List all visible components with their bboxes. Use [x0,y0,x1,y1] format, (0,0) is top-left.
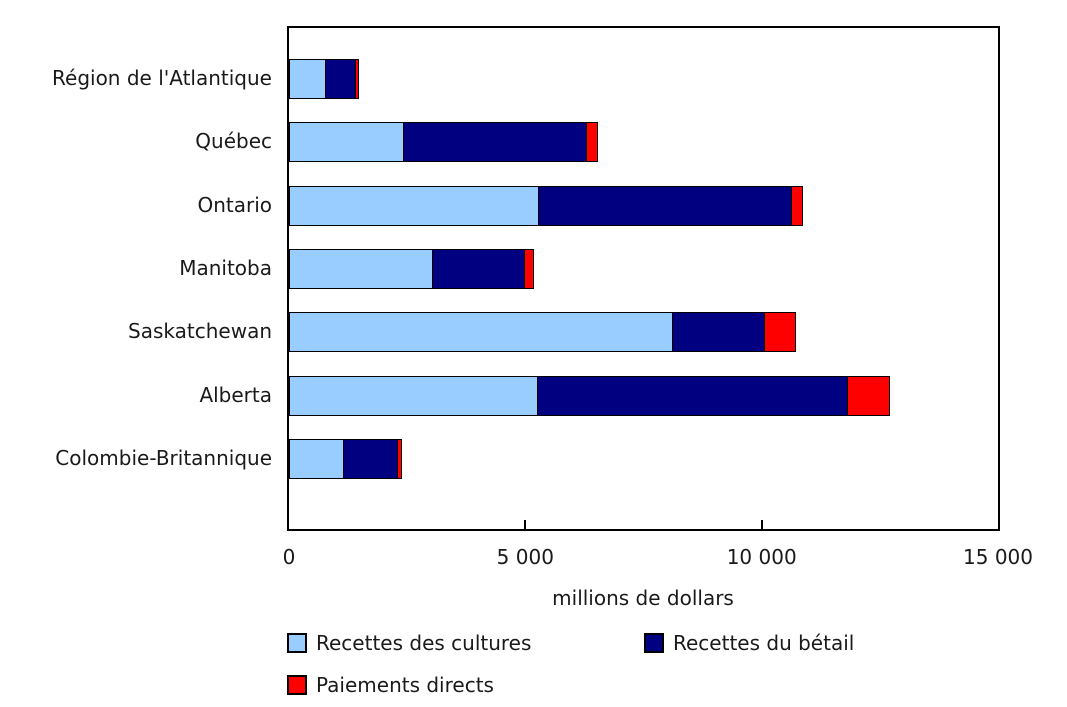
bar-manitoba [289,249,535,289]
bar-segment-recettes-des-cultures [290,440,344,478]
bar-segment-recettes-des-cultures [290,250,432,288]
legend-item-recettes-des-cultures: Recettes des cultures [287,631,531,655]
bar-segment-paiements-directs [523,250,534,288]
bar-quebec [289,122,598,162]
legend-item-recettes-du-betail: Recettes du bétail [644,631,854,655]
x-tick-label-10-000: 10 000 [726,545,797,569]
y-axis-label-ontario: Ontario [197,193,272,217]
bar-segment-recettes-des-cultures [290,187,538,225]
legend-swatch-recettes-des-cultures [287,633,307,653]
x-tick-mark [524,520,527,529]
x-tick-label-15-000: 15 000 [963,545,1033,569]
bar-segment-recettes-du-betail [537,377,848,415]
plot-area [287,26,1000,531]
bar-segment-recettes-du-betail [324,60,355,98]
bar-segment-paiements-directs [847,377,890,415]
y-axis-label-saskatchewan: Saskatchewan [128,319,272,343]
y-axis-label-alberta: Alberta [199,383,272,407]
bar-alberta [289,376,891,416]
bar-segment-recettes-du-betail [671,313,765,351]
bar-segment-recettes-des-cultures [290,313,672,351]
bar-segment-paiements-directs [790,187,803,225]
bar-colombie-britannique [289,439,402,479]
x-tick-label-0: 0 [282,545,296,569]
bar-segment-recettes-des-cultures [290,377,538,415]
bar-segment-paiements-directs [354,60,358,98]
legend-swatch-paiements-directs [287,675,307,695]
y-axis-label-colombie-britannique: Colombie-Britannique [55,446,272,470]
bar-segment-recettes-du-betail [537,187,791,225]
bar-region-de-l-atlantique [289,59,359,99]
x-tick-label-5-000: 5 000 [496,545,554,569]
bar-segment-recettes-du-betail [431,250,524,288]
y-axis-label-region-de-l-atlantique: Région de l'Atlantique [52,66,272,90]
y-axis-label-manitoba: Manitoba [179,256,272,280]
bar-segment-recettes-des-cultures [290,123,404,161]
legend-label-recettes-des-cultures: Recettes des cultures [316,631,532,655]
legend-label-recettes-du-betail: Recettes du bétail [673,631,855,655]
legend-swatch-recettes-du-betail [644,633,664,653]
bar-segment-paiements-directs [396,440,401,478]
bar-segment-paiements-directs [764,313,796,351]
x-axis-title: millions de dollars [552,586,734,610]
bar-ontario [289,186,804,226]
x-tick-mark [760,520,763,529]
bar-segment-paiements-directs [585,123,597,161]
bar-saskatchewan [289,312,797,352]
legend-item-paiements-directs: Paiements directs [287,673,494,697]
bar-segment-recettes-des-cultures [290,60,325,98]
bar-segment-recettes-du-betail [343,440,397,478]
bar-segment-recettes-du-betail [403,123,586,161]
y-axis-label-quebec: Québec [195,129,272,153]
legend-label-paiements-directs: Paiements directs [316,673,494,697]
